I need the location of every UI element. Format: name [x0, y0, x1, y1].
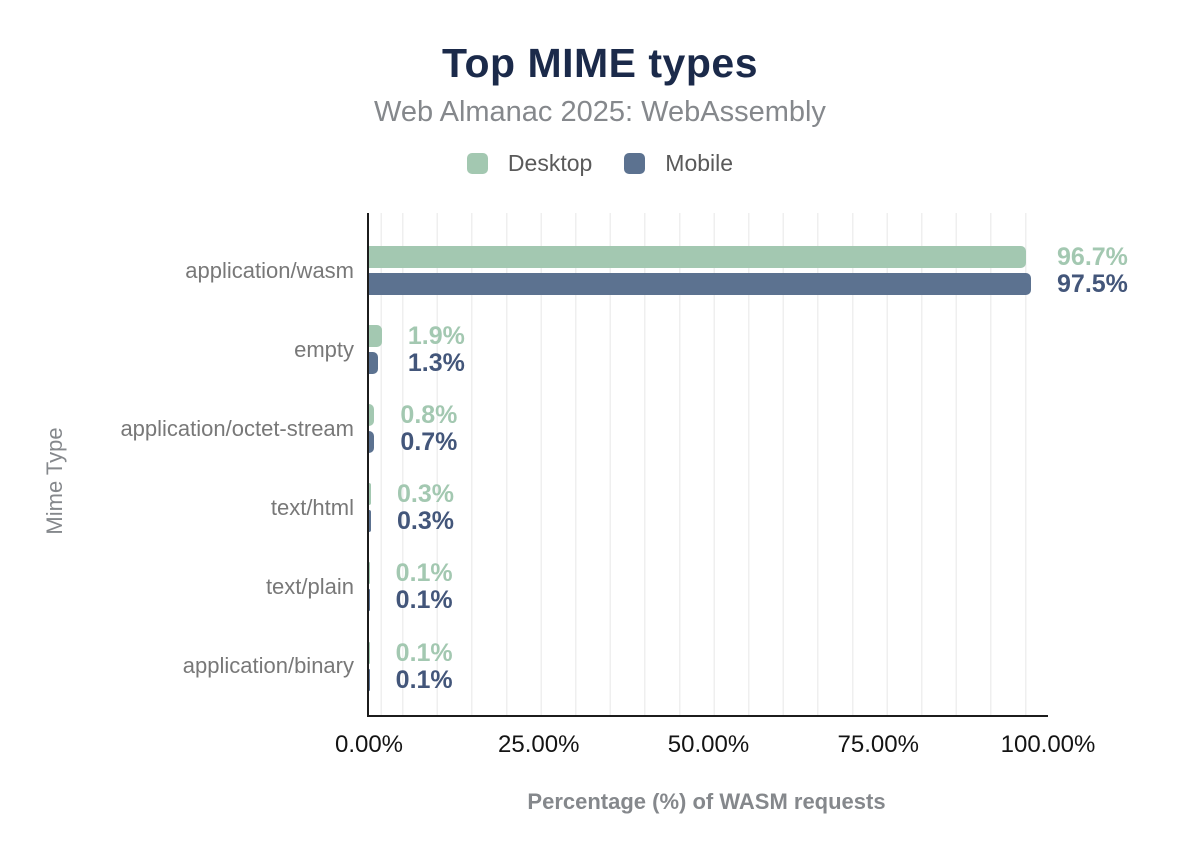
legend-label-desktop: Desktop [507, 150, 593, 176]
x-tick-25: 25.00% [498, 731, 580, 758]
category-label-empty: empty [294, 336, 354, 362]
bar-row-application-binary: application/binary 0.1% 0.1% [183, 638, 1048, 694]
bar-row-application-wasm: application/wasm 96.7% 97.5% [185, 245, 1128, 297]
value-label-mobile-text-plain: 0.1% [395, 586, 453, 615]
bar-desktop-text-html[interactable] [369, 483, 372, 506]
bar-mobile-application-binary[interactable] [369, 668, 370, 691]
legend-label-mobile: Mobile [665, 150, 734, 176]
value-label-mobile-application-octet-stream: 0.7% [400, 428, 458, 457]
bar-desktop-empty[interactable] [369, 325, 382, 348]
value-label-desktop-empty: 1.9% [407, 322, 465, 351]
x-axis-title: Percentage (%) of WASM requests [527, 789, 886, 814]
bar-desktop-application-binary[interactable] [369, 641, 370, 664]
value-label-desktop-text-plain: 0.1% [395, 559, 453, 588]
value-label-desktop-application-octet-stream: 0.8% [400, 401, 458, 430]
legend-item-mobile[interactable]: Mobile [624, 150, 733, 177]
x-tick-50: 50.00% [667, 731, 750, 758]
plot-area: application/wasm 96.7% 97.5% empty 1.9% 1.3% a… [120, 213, 1128, 758]
value-label-mobile-empty: 1.3% [407, 349, 465, 378]
category-label-application-octet-stream: application/octet-stream [120, 415, 354, 441]
bar-desktop-application-octet-stream[interactable] [369, 404, 375, 427]
value-label-desktop-application-binary: 0.1% [395, 638, 453, 667]
chart-title: Top MIME types [441, 40, 759, 86]
x-tick-0: 0.00% [334, 731, 404, 758]
mobile-swatch-icon [624, 153, 646, 174]
bar-mobile-empty[interactable] [369, 352, 378, 375]
value-label-desktop-text-html: 0.3% [397, 480, 455, 509]
desktop-swatch-icon [466, 153, 488, 174]
chart-subtitle: Web Almanac 2025: WebAssembly [374, 96, 826, 128]
category-label-text-html: text/html [270, 494, 354, 520]
bar-row-empty: empty 1.9% 1.3% [294, 322, 1048, 378]
bar-mobile-text-plain[interactable] [369, 589, 370, 612]
x-tick-100: 100.00% [1000, 731, 1096, 758]
value-label-mobile-application-binary: 0.1% [395, 665, 453, 694]
category-label-text-plain: text/plain [265, 573, 354, 599]
value-label-mobile-text-html: 0.3% [397, 507, 455, 536]
bar-desktop-text-plain[interactable] [369, 562, 370, 585]
bar-mobile-application-octet-stream[interactable] [369, 431, 374, 454]
category-label-application-binary: application/binary [182, 653, 354, 678]
bar-mobile-text-html[interactable] [369, 510, 372, 533]
bar-row-text-plain: text/plain 0.1% 0.1% [266, 559, 1048, 615]
bar-mobile-application-wasm[interactable] [369, 273, 1032, 295]
y-axis-title: Mime Type [42, 427, 67, 535]
value-label-desktop-application-wasm: 96.7% [1057, 243, 1128, 271]
category-label-application-wasm: application/wasm [185, 257, 354, 283]
value-label-mobile-application-wasm: 97.5% [1057, 270, 1128, 298]
x-tick-75: 75.00% [837, 731, 919, 758]
bar-row-text-html: text/html 0.3% 0.3% [271, 480, 1048, 536]
bar-desktop-application-wasm[interactable] [369, 246, 1026, 268]
legend: Desktop Mobile [0, 150, 1200, 177]
bar-row-application-octet-stream: application/octet-stream 0.8% 0.7% [120, 401, 1048, 457]
legend-item-desktop[interactable]: Desktop [466, 150, 593, 177]
